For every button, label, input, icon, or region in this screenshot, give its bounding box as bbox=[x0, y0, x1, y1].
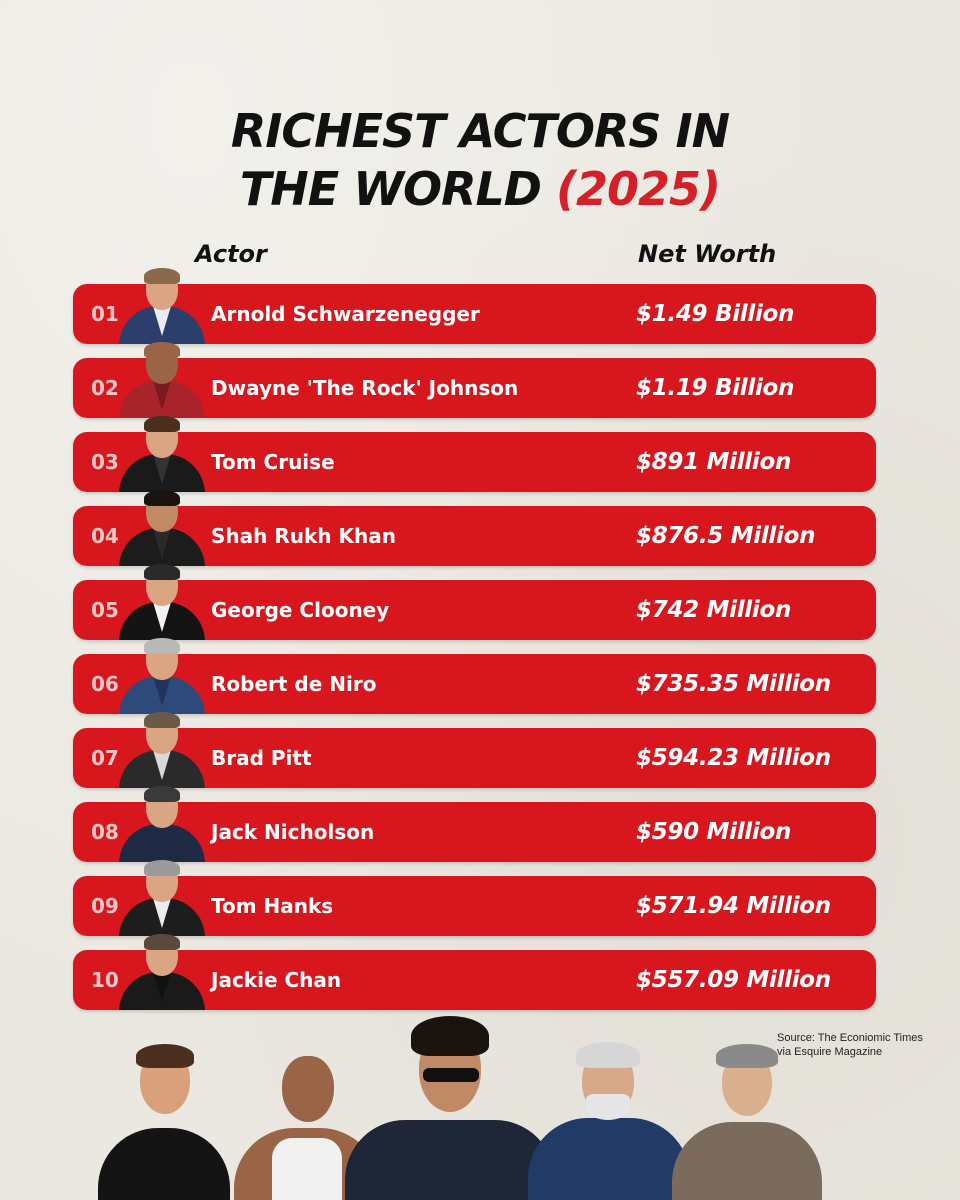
actor-photo bbox=[115, 490, 207, 566]
net-worth-value: $891 Million bbox=[636, 449, 792, 475]
source-note: Source: The Econiomic Times via Esquire … bbox=[777, 1031, 923, 1059]
rank-number: 05 bbox=[91, 598, 119, 622]
actor-name: Robert de Niro bbox=[211, 672, 377, 696]
net-worth-value: $594.23 Million bbox=[636, 745, 831, 771]
actor-photo bbox=[115, 416, 207, 492]
actor-name: Brad Pitt bbox=[211, 746, 312, 770]
ranking-row: 06 Robert de Niro $735.35 Million bbox=[73, 638, 876, 714]
ranking-row: 04 Shah Rukh Khan $876.5 Million bbox=[73, 490, 876, 566]
rank-number: 06 bbox=[91, 672, 119, 696]
source-line-1: Source: The Econiomic Times bbox=[777, 1032, 923, 1044]
actor-photo bbox=[115, 712, 207, 788]
actor-photo bbox=[115, 860, 207, 936]
actor-name: Jack Nicholson bbox=[211, 820, 375, 844]
actors-group-photo bbox=[0, 1010, 960, 1200]
actor-photo bbox=[115, 342, 207, 418]
rank-number: 09 bbox=[91, 894, 119, 918]
net-worth-value: $571.94 Million bbox=[636, 893, 831, 919]
net-worth-value: $735.35 Million bbox=[636, 671, 831, 697]
ranking-row: 07 Brad Pitt $594.23 Million bbox=[73, 712, 876, 788]
rank-number: 04 bbox=[91, 524, 119, 548]
group-photo-person bbox=[528, 1040, 690, 1200]
ranking-row: 02 Dwayne 'The Rock' Johnson $1.19 Billi… bbox=[73, 342, 876, 418]
net-worth-value: $1.49 Billion bbox=[636, 301, 795, 327]
title-main: THE WORLD bbox=[239, 162, 542, 216]
rank-number: 10 bbox=[91, 968, 119, 992]
actor-name: Shah Rukh Khan bbox=[211, 524, 396, 548]
ranking-row: 03 Tom Cruise $891 Million bbox=[73, 416, 876, 492]
actor-photo bbox=[115, 638, 207, 714]
actor-photo bbox=[115, 934, 207, 1010]
ranking-row: 10 Jackie Chan $557.09 Million bbox=[73, 934, 876, 1010]
column-header-actor: Actor bbox=[195, 240, 267, 268]
page-title-line-2: THE WORLD (2025) bbox=[0, 166, 960, 212]
net-worth-value: $742 Million bbox=[636, 597, 792, 623]
page-title-line-1: RICHEST ACTORS IN bbox=[230, 104, 730, 158]
group-photo-person bbox=[98, 1030, 230, 1200]
ranking-row: 09 Tom Hanks $571.94 Million bbox=[73, 860, 876, 936]
actor-name: Jackie Chan bbox=[211, 968, 342, 992]
net-worth-value: $590 Million bbox=[636, 819, 792, 845]
rank-number: 07 bbox=[91, 746, 119, 770]
ranking-row: 01 Arnold Schwarzenegger $1.49 Billion bbox=[73, 268, 876, 344]
net-worth-value: $876.5 Million bbox=[636, 523, 816, 549]
actor-photo bbox=[115, 268, 207, 344]
ranking-row: 08 Jack Nicholson $590 Million bbox=[73, 786, 876, 862]
actor-photo bbox=[115, 564, 207, 640]
title-year: (2025) bbox=[556, 162, 721, 216]
actor-name: Tom Cruise bbox=[211, 450, 335, 474]
actor-name: Arnold Schwarzenegger bbox=[211, 302, 480, 326]
net-worth-value: $557.09 Million bbox=[636, 967, 831, 993]
column-header-net-worth: Net Worth bbox=[638, 240, 777, 268]
actor-photo bbox=[115, 786, 207, 862]
source-line-2: via Esquire Magazine bbox=[777, 1046, 883, 1058]
rank-number: 03 bbox=[91, 450, 119, 474]
actor-name: Tom Hanks bbox=[211, 894, 334, 918]
ranking-row: 05 George Clooney $742 Million bbox=[73, 564, 876, 640]
rank-number: 01 bbox=[91, 302, 119, 326]
group-photo-person bbox=[345, 1010, 555, 1200]
group-photo-person bbox=[672, 1042, 822, 1200]
net-worth-value: $1.19 Billion bbox=[636, 375, 795, 401]
actor-name: George Clooney bbox=[211, 598, 390, 622]
rank-number: 08 bbox=[91, 820, 119, 844]
actor-name: Dwayne 'The Rock' Johnson bbox=[211, 376, 519, 400]
rank-number: 02 bbox=[91, 376, 119, 400]
